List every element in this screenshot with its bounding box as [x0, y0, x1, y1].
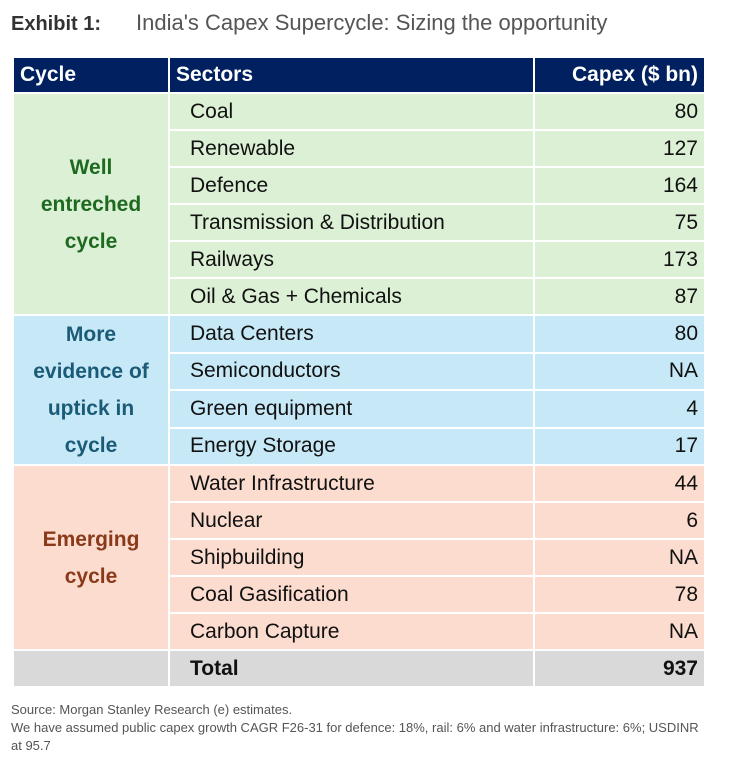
capex-value: 78 — [533, 575, 706, 614]
capex-value: 4 — [533, 389, 706, 429]
capex-value: 75 — [533, 203, 706, 242]
title: India's Capex Supercycle: Sizing the opp… — [136, 10, 608, 35]
row: Railways 173 — [13, 240, 706, 279]
cycle-label: cycle — [64, 229, 118, 253]
capex-value: NA — [533, 351, 706, 391]
cycle-label: uptick in — [47, 397, 135, 420]
capex-value: 6 — [533, 501, 706, 540]
sector: Carbon Capture — [168, 612, 535, 651]
total-label: Total — [168, 649, 535, 688]
sector: Coal — [168, 92, 535, 131]
sector: Shipbuilding — [168, 538, 535, 577]
capex-table: Cycle Sectors Capex ($ bn) Well entreched cyc… — [12, 56, 706, 688]
column-header: Sectors — [168, 56, 535, 94]
header-row: Cycle Sectors Capex ($ bn) — [12, 56, 706, 94]
row: Transmission & Distribution 75 — [13, 203, 706, 242]
row: More evidence of uptick in cycle Data Center… — [12, 314, 706, 466]
cycle-label: cycle — [64, 434, 118, 457]
row: Nuclear 6 — [13, 501, 706, 540]
capex-value: NA — [533, 538, 706, 577]
cycle-cell: More evidence of uptick in cycle — [12, 314, 170, 466]
cycle-cell: Emerging cycle — [12, 464, 170, 651]
header: Exhibit 1: India's Capex Supercycle: Sizi… — [11, 10, 607, 36]
column-header: Capex ($ bn) — [533, 56, 706, 94]
capex-value: 80 — [533, 92, 706, 131]
row: Shipbuilding NA — [13, 538, 706, 577]
sector: Renewable — [168, 129, 535, 168]
sector: Energy Storage — [168, 426, 535, 466]
footnote: We have assumed public capex growth CAGR… — [11, 720, 699, 753]
footnote: Source: Morgan Stanley Research (e) esti… — [11, 702, 293, 717]
row: Oil & Gas + Chemicals 87 — [13, 277, 706, 316]
row: Carbon Capture NA — [13, 612, 706, 651]
row: Emerging cycle Water Infrastructure 44 — [12, 464, 706, 651]
cycle-label: Well — [69, 155, 113, 179]
cycle-label: More — [65, 323, 117, 346]
cycle-label: Emerging — [42, 527, 140, 551]
capex-value: 80 — [533, 314, 706, 354]
sector: Transmission & Distribution — [168, 203, 535, 242]
capex-value: 164 — [533, 166, 706, 205]
sector: Semiconductors — [168, 351, 535, 391]
sector: Data Centers — [168, 314, 535, 354]
column-header: Cycle — [12, 56, 170, 94]
row: Energy Storage 17 — [13, 426, 706, 466]
sector: Green equipment — [168, 389, 535, 429]
cycle-cell: Well entreched cycle — [12, 92, 170, 316]
row: Semiconductors NA — [13, 351, 706, 391]
row: Green equipment 4 — [13, 389, 706, 429]
sector: Defence — [168, 166, 535, 205]
capex-value: 44 — [533, 464, 706, 503]
cycle-label: cycle — [64, 564, 118, 588]
footnotes: Source: Morgan Stanley Research (e) esti… — [11, 701, 711, 755]
row: Defence 164 — [13, 166, 706, 205]
sector: Nuclear — [168, 501, 535, 540]
capex-value: 87 — [533, 277, 706, 316]
cycle-label: evidence of — [33, 360, 149, 383]
total-row: Total 937 — [12, 649, 706, 688]
exhibit-label: Exhibit 1: — [11, 13, 102, 35]
total-blank — [12, 649, 170, 688]
capex-value: 173 — [533, 240, 706, 279]
capex-value: 17 — [533, 426, 706, 466]
capex-value: NA — [533, 612, 706, 651]
row: Well entreched cycle Coal 80 — [12, 92, 706, 316]
total-value: 937 — [533, 649, 706, 688]
sector: Water Infrastructure — [168, 464, 535, 503]
cycle-label: entreched — [40, 192, 142, 216]
sector: Railways — [168, 240, 535, 279]
row: Coal Gasification 78 — [13, 575, 706, 614]
sector: Coal Gasification — [168, 575, 535, 614]
sector: Oil & Gas + Chemicals — [168, 277, 535, 316]
row: Renewable 127 — [13, 129, 706, 168]
capex-value: 127 — [533, 129, 706, 168]
